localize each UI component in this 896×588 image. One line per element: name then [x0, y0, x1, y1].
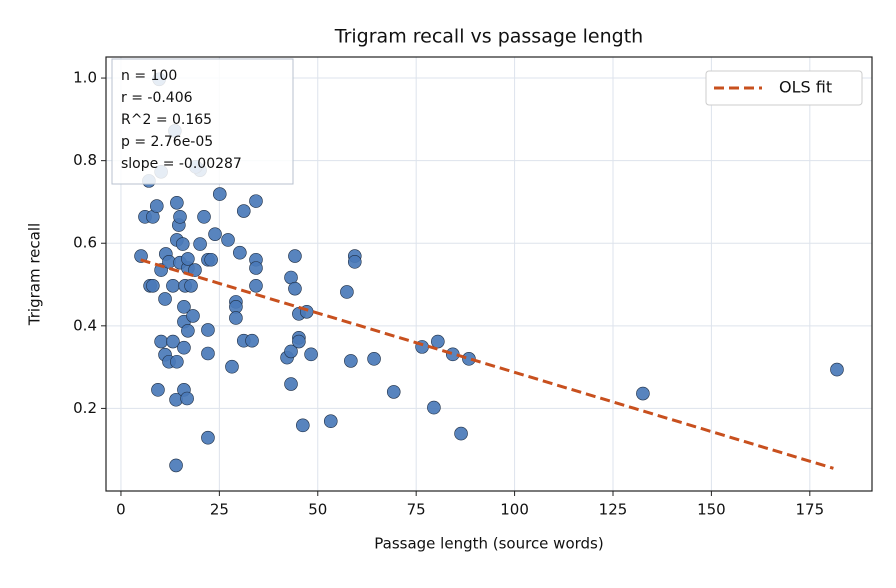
point — [181, 252, 195, 266]
point — [292, 334, 306, 349]
x-axis-label: Passage length (source words) — [374, 535, 603, 553]
point — [296, 418, 310, 433]
annotation-line: r = -0.406 — [121, 90, 193, 106]
point — [284, 377, 298, 391]
x-tick-label: 125 — [599, 501, 628, 519]
point — [249, 261, 263, 275]
point — [193, 237, 207, 251]
point — [197, 210, 211, 224]
y-tick-label: 0.2 — [73, 399, 97, 417]
point — [170, 354, 184, 369]
annotation-line: R^2 = 0.165 — [121, 112, 212, 128]
annotation-line: p = 2.76e-05 — [121, 134, 213, 150]
y-axis-label: Trigram recall — [26, 223, 44, 326]
point — [344, 354, 358, 368]
point — [188, 263, 202, 277]
point — [304, 347, 318, 362]
point — [204, 252, 218, 267]
point — [347, 255, 362, 269]
x-tick-label: 100 — [500, 501, 529, 519]
point — [249, 278, 263, 293]
chart-title: Trigram recall vs passage length — [334, 26, 643, 48]
y-tick-label: 0.4 — [73, 316, 97, 334]
point — [636, 386, 650, 401]
point — [367, 352, 381, 366]
point — [181, 323, 195, 338]
point — [212, 187, 227, 201]
annotation-line: n = 100 — [121, 68, 177, 84]
point — [177, 340, 191, 355]
point — [340, 285, 354, 299]
point — [175, 237, 190, 251]
y-tick-label: 0.8 — [73, 151, 97, 169]
fit-line — [140, 258, 834, 470]
point — [830, 362, 844, 377]
point — [245, 333, 259, 348]
plot-frame — [105, 56, 873, 492]
point — [170, 195, 184, 210]
point — [166, 278, 180, 293]
point — [288, 249, 302, 263]
point — [173, 210, 187, 224]
legend-box — [705, 70, 863, 106]
point — [427, 400, 441, 415]
point — [201, 430, 215, 445]
point — [149, 199, 164, 213]
point — [201, 323, 215, 337]
point — [225, 359, 239, 374]
point — [229, 311, 243, 325]
y-tick-label: 1.0 — [73, 69, 97, 87]
point — [323, 414, 338, 429]
x-tick-label: 0 — [116, 501, 126, 519]
x-tick-label: 175 — [795, 501, 824, 519]
annotation-line: slope = -0.00287 — [121, 156, 242, 172]
point — [288, 281, 302, 296]
point — [201, 346, 215, 361]
point — [169, 458, 183, 473]
point — [221, 233, 235, 247]
point — [154, 334, 168, 349]
point — [249, 194, 263, 208]
x-tick-label: 75 — [407, 501, 426, 519]
point — [166, 334, 180, 349]
point — [151, 383, 165, 397]
point — [146, 278, 160, 293]
point — [233, 245, 247, 260]
point — [431, 334, 445, 349]
point — [186, 309, 200, 323]
x-tick-label: 50 — [308, 501, 327, 519]
point — [386, 385, 401, 399]
point — [208, 227, 222, 241]
legend-label: OLS fit — [779, 78, 832, 97]
point — [454, 426, 468, 441]
point — [158, 292, 172, 306]
point — [180, 391, 194, 406]
point — [284, 344, 298, 359]
point — [236, 204, 251, 218]
point — [462, 352, 476, 366]
y-tick-label: 0.6 — [73, 234, 97, 252]
x-tick-label: 150 — [697, 501, 726, 519]
annotation-box — [111, 58, 294, 185]
x-tick-label: 25 — [210, 501, 229, 519]
point — [177, 300, 191, 314]
point — [184, 278, 198, 293]
